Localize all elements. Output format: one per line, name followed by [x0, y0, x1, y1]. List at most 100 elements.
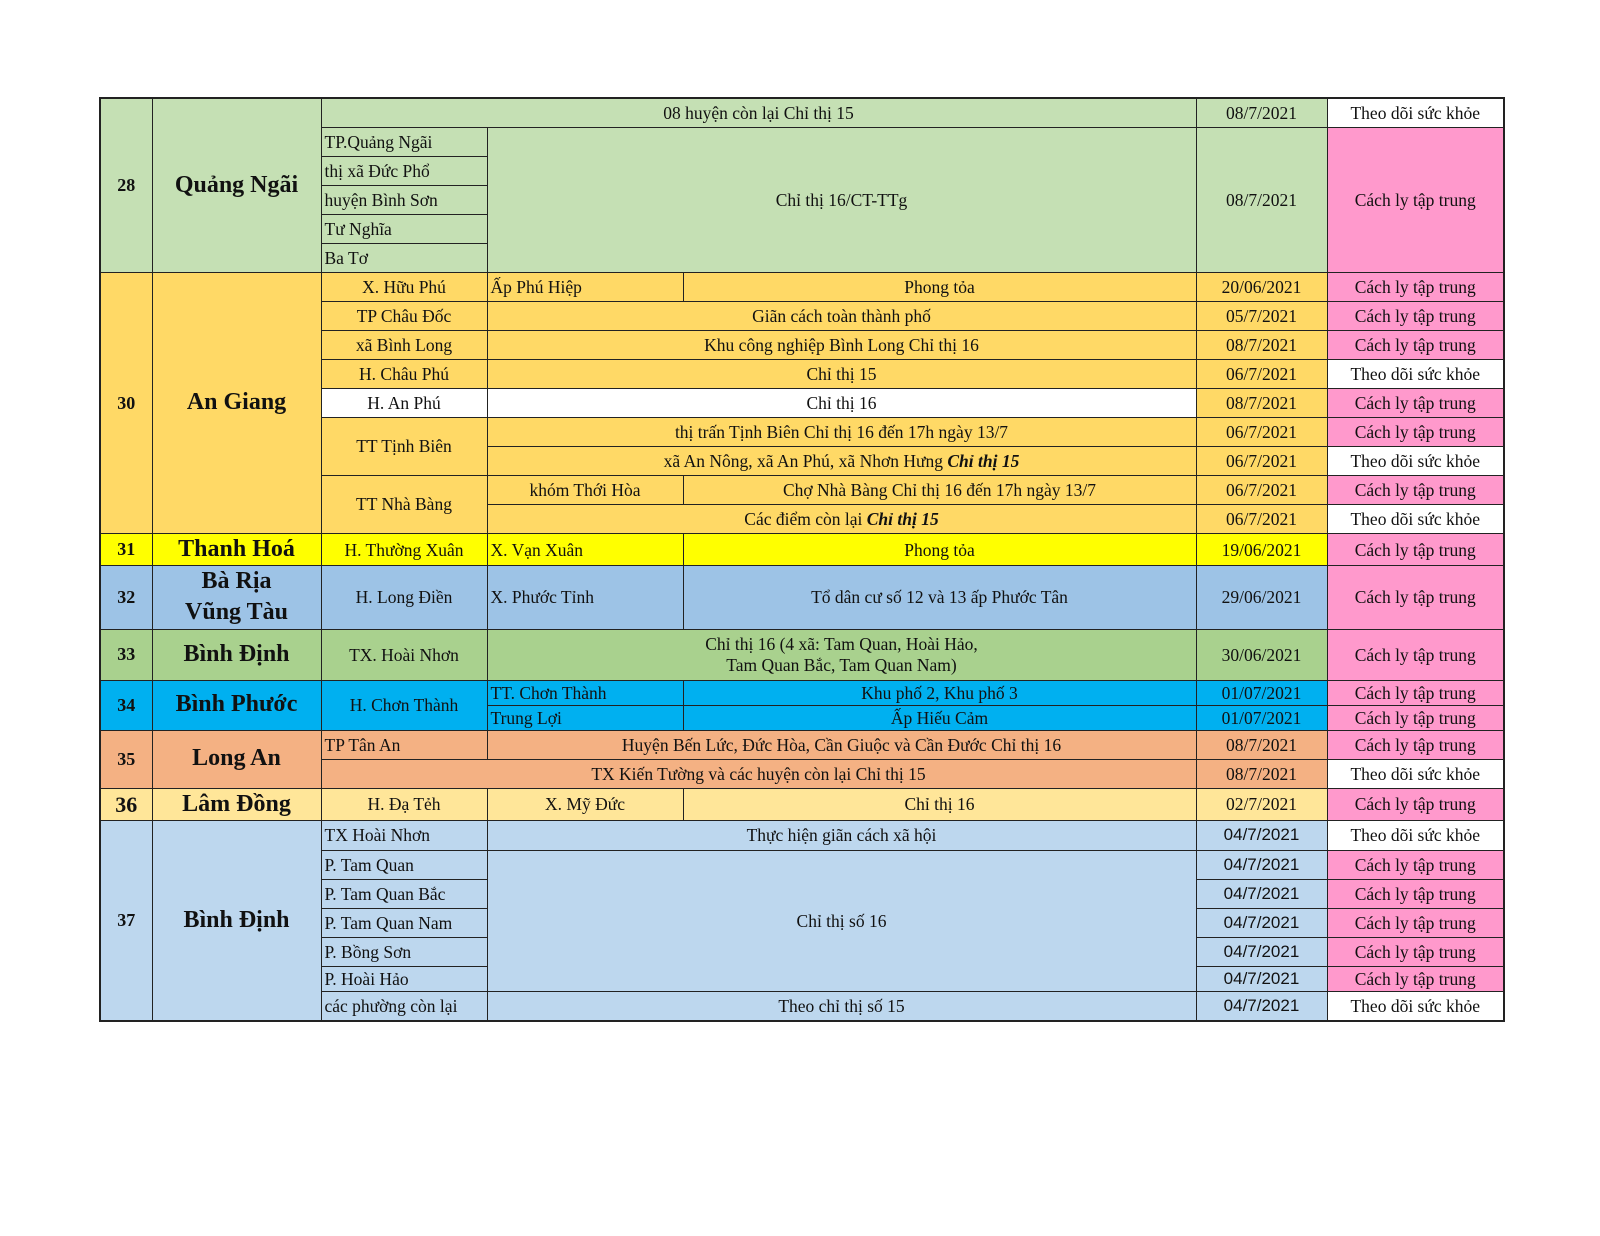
- date-cell: 19/06/2021: [1195, 532, 1328, 567]
- district-cell: H. An Phú: [320, 388, 488, 418]
- table-row: TT Tịnh Biên thị trấn Tịnh Biên Chỉ thị …: [100, 417, 1505, 476]
- measure-cell: Ấp Hiếu Cảm: [682, 704, 1197, 731]
- measure-cell: Chỉ thị 15: [486, 359, 1197, 389]
- status-cell: Cách ly tập trung: [1326, 330, 1505, 360]
- status-cell: Cách ly tập trung: [1326, 679, 1505, 706]
- status-cell: Cách ly tập trung: [1326, 907, 1505, 938]
- status-cell: Cách ly tập trung: [1326, 417, 1505, 447]
- status-cell: Cách ly tập trung: [1326, 787, 1505, 821]
- table-row: 31 Thanh Hoá H. Thường Xuân X. Vạn Xuân …: [99, 532, 1505, 567]
- province-cell: Bình Định: [151, 628, 322, 681]
- province-cell: Bình Định: [151, 819, 322, 1022]
- district-cell: huyện Bình Sơn: [320, 185, 488, 215]
- measure-cell: Chợ Nhà Bàng Chỉ thị 16 đến 17h ngày 13/…: [682, 475, 1197, 505]
- measure-emphasis: Chỉ thị 15: [947, 450, 1020, 471]
- district-cell: H. Đạ Tẻh: [320, 787, 488, 821]
- date-cell: 04/7/2021: [1195, 907, 1328, 938]
- date-cell: 08/7/2021: [1195, 97, 1328, 128]
- district-cell: TT Tịnh Biên: [320, 417, 488, 476]
- province-cell: Thanh Hoá: [151, 532, 322, 567]
- table-row: P. Tam Quan Chỉ thị số 16 04/7/2021 Cách…: [100, 849, 1505, 992]
- table-row: H. Châu Phú Chỉ thị 15 06/7/2021 Theo dõ…: [100, 359, 1505, 389]
- district-cell: P. Hoài Hảo: [320, 965, 488, 992]
- measure-cell: Tổ dân cư số 12 và 13 ấp Phước Tân: [682, 565, 1197, 630]
- status-cell: Cách ly tập trung: [1326, 388, 1505, 418]
- stt-cell: 31: [99, 532, 153, 567]
- status-cell: Theo dõi sức khỏe: [1326, 504, 1505, 534]
- status-cell: Theo dõi sức khỏe: [1326, 758, 1505, 789]
- district-cell: H. Châu Phú: [320, 359, 488, 389]
- date-cell: 06/7/2021: [1195, 475, 1328, 505]
- table-row: 28 Quảng Ngãi 08 huyện còn lại Chỉ thị 1…: [99, 97, 1505, 273]
- table-row: 33 Bình Định TX. Hoài Nhơn Chỉ thị 16 (4…: [99, 628, 1505, 681]
- commune-cell: X. Phước Tỉnh: [486, 565, 684, 630]
- measure-cell: 08 huyện còn lại Chỉ thị 15: [320, 97, 1197, 128]
- district-cell: TP Tân An: [320, 729, 488, 760]
- date-cell: 06/7/2021: [1195, 359, 1328, 389]
- district-cell: H. Long Điền: [320, 565, 488, 630]
- province-cell: Quảng Ngãi: [151, 97, 322, 273]
- stt-cell: 30: [99, 272, 153, 534]
- measure-cell: Phong tỏa: [682, 272, 1197, 302]
- district-cell: xã Bình Long: [320, 330, 488, 360]
- date-cell: 06/7/2021: [1195, 446, 1328, 476]
- commune-cell: X. Mỹ Đức: [486, 787, 684, 821]
- date-cell: 08/7/2021: [1195, 388, 1328, 418]
- measure-cell: Khu phố 2, Khu phố 3: [682, 679, 1197, 706]
- status-cell: Cách ly tập trung: [1326, 301, 1505, 331]
- stt-cell: 35: [99, 729, 153, 789]
- district-cell: H. Thường Xuân: [320, 532, 488, 567]
- commune-cell: Trung Lợi: [486, 704, 684, 731]
- district-cell: P. Tam Quan Nam: [320, 907, 488, 938]
- date-cell: 04/7/2021: [1195, 878, 1328, 909]
- measure-text: Các điểm còn lại: [744, 508, 867, 529]
- district-cell: Tư Nghĩa: [320, 214, 488, 244]
- status-cell: Cách ly tập trung: [1326, 849, 1505, 880]
- status-cell: Cách ly tập trung: [1326, 127, 1505, 273]
- stt-cell: 37: [99, 819, 153, 1022]
- table-row: TT Nhà Bàng khóm Thới Hòa Chợ Nhà Bàng C…: [100, 475, 1505, 534]
- date-cell: 04/7/2021: [1195, 936, 1328, 967]
- status-cell: Cách ly tập trung: [1326, 532, 1505, 567]
- date-cell: 08/7/2021: [1195, 758, 1328, 789]
- date-cell: 30/06/2021: [1195, 628, 1328, 681]
- status-cell: Cách ly tập trung: [1326, 628, 1505, 681]
- district-cell: TT Nhà Bàng: [320, 475, 488, 534]
- measure-cell: TX Kiến Tường và các huyện còn lại Chỉ t…: [320, 758, 1197, 789]
- status-cell: Theo dõi sức khỏe: [1326, 990, 1505, 1022]
- stt-cell: 33: [99, 628, 153, 681]
- date-cell: 04/7/2021: [1195, 849, 1328, 880]
- table-row: 35 Long An TP Tân An Huyện Bến Lức, Đức …: [99, 729, 1505, 789]
- measure-cell: thị trấn Tịnh Biên Chỉ thị 16 đến 17h ng…: [486, 417, 1197, 447]
- date-cell: 08/7/2021: [1195, 729, 1328, 760]
- province-cell: An Giang: [151, 272, 322, 534]
- date-cell: 04/7/2021: [1195, 990, 1328, 1022]
- table-row: TP.Quảng Ngãi Chỉ thị 16/CT-TTg 08/7/202…: [100, 127, 1505, 273]
- measure-cell: Thực hiện giãn cách xã hội: [486, 819, 1197, 851]
- district-cell: P. Bồng Sơn: [320, 936, 488, 967]
- stt-cell: 28: [99, 97, 153, 273]
- status-cell: Cách ly tập trung: [1326, 272, 1505, 302]
- district-cell: P. Tam Quan Bắc: [320, 878, 488, 909]
- status-cell: Cách ly tập trung: [1326, 936, 1505, 967]
- table-row: 34 Bình Phước H. Chơn Thành TT. Chơn Thà…: [99, 679, 1505, 731]
- measure-cell: Chỉ thị 16 (4 xã: Tam Quan, Hoài Hảo, Ta…: [486, 628, 1197, 681]
- date-cell: 08/7/2021: [1195, 127, 1328, 273]
- table-row: xã Bình Long Khu công nghiệp Bình Long C…: [100, 330, 1505, 360]
- date-cell: 01/07/2021: [1195, 704, 1328, 731]
- status-cell: Theo dõi sức khỏe: [1326, 446, 1505, 476]
- stt-cell: 34: [99, 679, 153, 731]
- status-cell: Cách ly tập trung: [1326, 475, 1505, 505]
- province-cell: Bình Phước: [151, 679, 322, 731]
- district-cell: TP Châu Đốc: [320, 301, 488, 331]
- district-cell: X. Hữu Phú: [320, 272, 488, 302]
- date-cell: 29/06/2021: [1195, 565, 1328, 630]
- measure-cell: Các điểm còn lại Chỉ thị 15: [486, 504, 1197, 534]
- measure-cell: xã An Nông, xã An Phú, xã Nhơn Hưng Chỉ …: [486, 446, 1197, 476]
- date-cell: 04/7/2021: [1195, 965, 1328, 992]
- date-cell: 06/7/2021: [1195, 504, 1328, 534]
- province-cell: Long An: [151, 729, 322, 789]
- commune-cell: TT. Chơn Thành: [486, 679, 684, 706]
- table-row: 30 An Giang X. Hữu Phú Ấp Phú Hiệp Phong…: [99, 272, 1505, 534]
- province-cell: Lâm Đồng: [151, 787, 322, 821]
